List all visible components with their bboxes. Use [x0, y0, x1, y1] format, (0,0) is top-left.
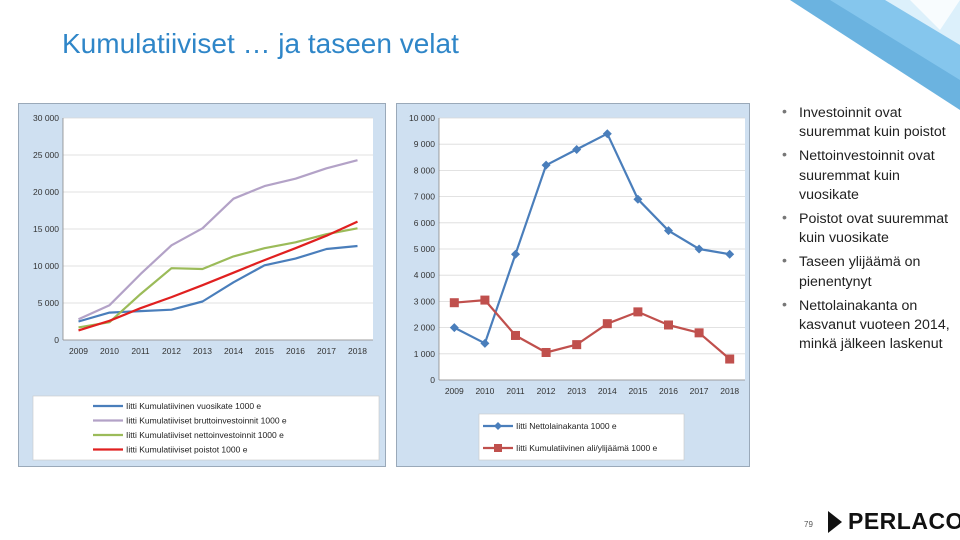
- series-line: [454, 299, 731, 360]
- page-number: 79: [804, 520, 813, 529]
- data-point: [694, 328, 704, 338]
- data-point: [572, 144, 582, 154]
- x-tick-label: 2014: [224, 346, 243, 356]
- data-point: [541, 160, 551, 170]
- data-point: [633, 307, 643, 317]
- x-tick-label: 2014: [598, 386, 617, 396]
- x-tick-label: 2017: [690, 386, 709, 396]
- bullet-item: Investoinnit ovat suuremmat kuin poistot: [782, 103, 952, 142]
- x-tick-label: 2012: [162, 346, 181, 356]
- company-logo: PERLACON: [828, 508, 960, 535]
- data-point: [602, 129, 612, 139]
- y-tick-label: 10 000: [409, 113, 435, 123]
- legend-marker: [494, 444, 502, 452]
- bullet-item: Nettolainakanta on kasvanut vuoteen 2014…: [782, 296, 952, 355]
- bullet-item: Nettoinvestoinnit ovat suuremmat kuin vu…: [782, 146, 952, 205]
- cumulative-chart: 0 5 000 10 000 15 000 20 000 25 000 30 000 2009…: [32, 113, 380, 461]
- data-point: [725, 354, 735, 364]
- y-tick-label: 2 000: [414, 323, 436, 333]
- x-tick-label: 2011: [131, 346, 150, 356]
- series-line: [453, 132, 730, 345]
- slide-title: Kumulatiiviset … ja taseen velat: [62, 28, 459, 59]
- bullet-item: Taseen ylijäämä on pienentynyt: [782, 252, 952, 291]
- data-point: [664, 320, 673, 330]
- data-point: [633, 194, 643, 204]
- legend-marker: [494, 422, 502, 430]
- series-line: [78, 220, 358, 332]
- y-tick-label: 0: [430, 375, 435, 385]
- x-tick-label: 2013: [567, 386, 586, 396]
- series-line: [78, 159, 358, 321]
- legend-label: Iitti Kumulatiiviset nettoinvestoinnit 1…: [126, 430, 284, 440]
- data-point: [725, 249, 735, 259]
- legend-box: [32, 395, 380, 461]
- y-tick-label: 7 000: [414, 192, 436, 202]
- corner-decoration: [790, 0, 960, 110]
- data-point: [480, 295, 490, 305]
- bullet-item: Poistot ovat suuremmat kuin vuosikate: [782, 209, 952, 248]
- x-tick-label: 2016: [659, 386, 678, 396]
- x-tick-label: 2010: [475, 386, 494, 396]
- data-point: [480, 338, 490, 348]
- data-point: [572, 340, 582, 350]
- legend-box: [478, 413, 685, 461]
- data-point: [511, 330, 520, 340]
- series-line: [78, 244, 358, 323]
- y-tick-label: 3 000: [414, 296, 436, 306]
- x-tick-label: 2015: [255, 346, 274, 356]
- cumulative-chart-panel: 0 5 000 10 000 15 000 20 000 25 000 30 000 2009…: [18, 103, 386, 467]
- x-tick-label: 2018: [348, 346, 367, 356]
- logo-triangle-icon: [828, 510, 842, 533]
- debt-chart-panel: 0 1 000 2 000 3 000 4 000 5 000 6 000 7 000 8 00…: [396, 103, 750, 467]
- legend-label: Iitti Kumulatiiviset poistot 1000 e: [126, 445, 248, 455]
- x-tick-label: 2010: [100, 346, 119, 356]
- debt-surplus-chart: 0 1 000 2 000 3 000 4 000 5 000 6 000 7 000 8 00…: [409, 113, 745, 461]
- x-tick-label: 2015: [628, 386, 647, 396]
- y-tick-label: 1 000: [414, 349, 436, 359]
- data-point: [449, 323, 459, 333]
- bullet-list: Investoinnit ovat suuremmat kuin poistot…: [782, 103, 952, 359]
- series-line: [78, 227, 358, 329]
- y-tick-label: 5 000: [414, 244, 436, 254]
- data-point: [511, 249, 520, 259]
- y-tick-label: 5 000: [38, 298, 60, 308]
- data-point: [694, 244, 704, 254]
- x-tick-label: 2009: [445, 386, 464, 396]
- y-tick-label: 15 000: [33, 224, 59, 234]
- data-point: [602, 319, 612, 329]
- x-tick-label: 2013: [193, 346, 212, 356]
- logo-text: PERLACON: [848, 508, 960, 534]
- y-tick-label: 6 000: [414, 218, 436, 228]
- y-tick-label: 8 000: [414, 165, 436, 175]
- x-tick-label: 2016: [286, 346, 305, 356]
- legend-label: Iitti Kumulatiivinen ali/ylijäämä 1000 e: [516, 443, 658, 453]
- legend-label: Iitti Nettolainakanta 1000 e: [516, 421, 617, 431]
- y-tick-label: 25 000: [33, 150, 59, 160]
- y-tick-label: 9 000: [414, 139, 436, 149]
- x-tick-label: 2012: [537, 386, 556, 396]
- data-point: [541, 347, 551, 357]
- data-point: [449, 298, 459, 308]
- y-tick-label: 0: [54, 335, 59, 345]
- data-point: [664, 226, 673, 236]
- y-tick-label: 4 000: [414, 270, 436, 280]
- y-tick-label: 20 000: [33, 187, 59, 197]
- y-tick-label: 30 000: [33, 113, 59, 123]
- legend-label: Iitti Kumulatiiviset bruttoinvestoinnit …: [126, 416, 287, 426]
- y-tick-label: 10 000: [33, 261, 59, 271]
- legend-label: Iitti Kumulatiivinen vuosikate 1000 e: [126, 401, 261, 411]
- x-tick-label: 2011: [506, 386, 525, 396]
- x-tick-label: 2017: [317, 346, 336, 356]
- x-tick-label: 2009: [69, 346, 88, 356]
- x-tick-label: 2018: [720, 386, 739, 396]
